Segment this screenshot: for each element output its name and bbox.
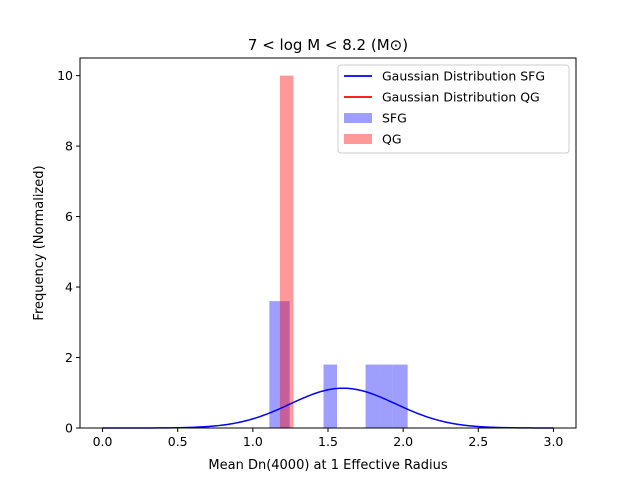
bar-sfg-5	[392, 364, 408, 428]
x-tick-label-3: 1.5	[318, 434, 338, 449]
legend-box	[337, 64, 570, 154]
histogram-bars	[269, 75, 408, 428]
legend-patch-3	[344, 134, 372, 144]
x-axis-label: Mean Dn(4000) at 1 Effective Radius	[208, 458, 447, 473]
y-tick-label-5: 10	[57, 68, 73, 83]
x-tick-label-1: 0.5	[168, 434, 188, 449]
bar-sfg-4	[379, 364, 393, 428]
bar-sfg-1	[282, 301, 290, 428]
legend-label-1: Gaussian Distribution QG	[382, 90, 540, 105]
x-tick-label-4: 2.0	[393, 434, 413, 449]
bar-sfg-3	[365, 364, 380, 428]
x-tick-label-6: 3.0	[544, 434, 564, 449]
legend-patch-2	[344, 113, 372, 123]
bar-sfg-0	[269, 301, 283, 428]
y-axis-ticks: 0 2 4 6 8 10	[57, 68, 80, 436]
y-tick-label-1: 2	[65, 350, 73, 365]
legend-label-3: QG	[382, 132, 402, 147]
y-tick-label-4: 8	[65, 139, 73, 154]
legend-label-0: Gaussian Distribution SFG	[382, 69, 545, 84]
x-axis-ticks: 0.0 0.5 1.0 1.5 2.0 2.5 3.0	[93, 428, 564, 449]
x-tick-label-0: 0.0	[93, 434, 113, 449]
chart-title-prefix: 7 < log M < 8.2 (M⊙)	[248, 36, 408, 54]
chart-title: 7 < log M < 8.2 (M⊙)	[248, 36, 408, 54]
y-axis-label: Frequency (Normalized)	[32, 165, 47, 320]
y-tick-label-2: 4	[65, 280, 73, 295]
bar-qg-0	[279, 75, 294, 428]
bar-sfg-2	[323, 364, 338, 428]
y-tick-label-0: 0	[65, 421, 73, 436]
legend-label-2: SFG	[382, 111, 407, 126]
legend: Gaussian Distribution SFG Gaussian Distri…	[337, 64, 570, 154]
y-tick-label-3: 6	[65, 209, 73, 224]
x-tick-label-5: 2.5	[468, 434, 488, 449]
x-tick-label-2: 1.0	[243, 434, 263, 449]
